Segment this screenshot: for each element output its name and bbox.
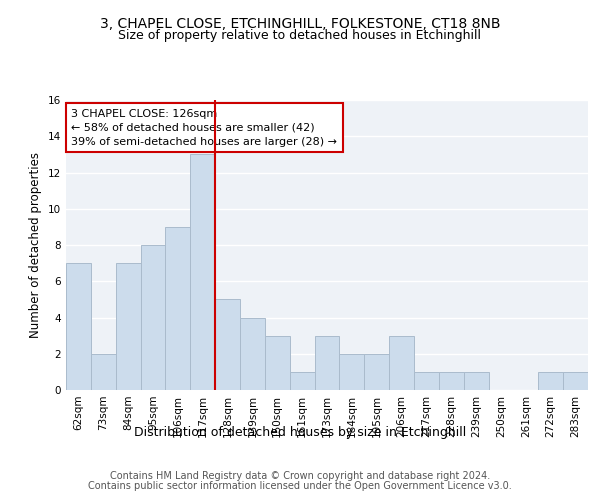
Bar <box>66 263 91 390</box>
Text: Size of property relative to detached houses in Etchinghill: Size of property relative to detached ho… <box>119 29 482 42</box>
Text: 3, CHAPEL CLOSE, ETCHINGHILL, FOLKESTONE, CT18 8NB: 3, CHAPEL CLOSE, ETCHINGHILL, FOLKESTONE… <box>100 18 500 32</box>
Bar <box>389 336 414 390</box>
Bar <box>364 354 389 390</box>
Bar <box>140 245 166 390</box>
Bar <box>290 372 314 390</box>
Bar <box>439 372 464 390</box>
Bar <box>265 336 290 390</box>
Bar <box>215 300 240 390</box>
Bar <box>314 336 340 390</box>
Bar <box>91 354 116 390</box>
Bar <box>538 372 563 390</box>
Bar <box>240 318 265 390</box>
Text: Distribution of detached houses by size in Etchinghill: Distribution of detached houses by size … <box>134 426 466 439</box>
Text: Contains public sector information licensed under the Open Government Licence v3: Contains public sector information licen… <box>88 481 512 491</box>
Bar <box>166 227 190 390</box>
Bar <box>563 372 588 390</box>
Bar <box>464 372 488 390</box>
Bar <box>116 263 140 390</box>
Bar <box>414 372 439 390</box>
Text: Contains HM Land Registry data © Crown copyright and database right 2024.: Contains HM Land Registry data © Crown c… <box>110 471 490 481</box>
Bar <box>340 354 364 390</box>
Bar <box>190 154 215 390</box>
Text: 3 CHAPEL CLOSE: 126sqm
← 58% of detached houses are smaller (42)
39% of semi-det: 3 CHAPEL CLOSE: 126sqm ← 58% of detached… <box>71 108 337 146</box>
Y-axis label: Number of detached properties: Number of detached properties <box>29 152 43 338</box>
